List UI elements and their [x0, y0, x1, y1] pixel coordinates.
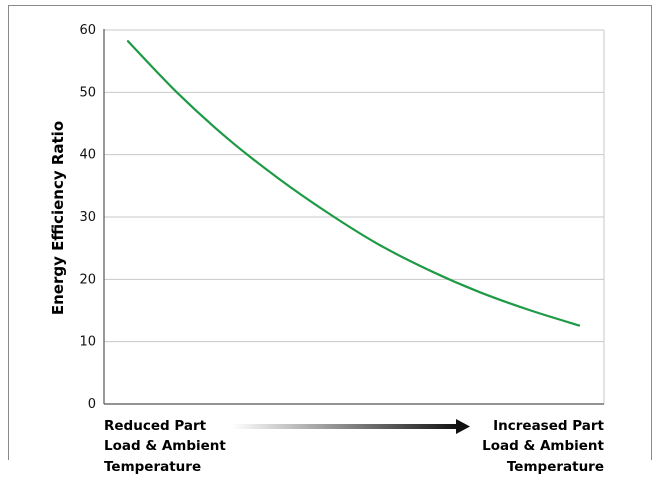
- chart-frame: [8, 5, 652, 460]
- y-tick-label-50: 50: [79, 85, 96, 100]
- series-line-0: [126, 40, 581, 327]
- y-tick-labels: 0 10 20 30 40 50 60: [79, 23, 96, 412]
- y-tick-label-20: 20: [79, 272, 96, 287]
- right-note-line-2: Load & Ambient: [482, 438, 604, 454]
- y-tick-label-10: 10: [79, 335, 96, 350]
- gridlines: [104, 29, 605, 404]
- right-note-line-3: Temperature: [507, 459, 604, 475]
- right-note-line-1: Increased Part: [493, 418, 604, 434]
- y-tick-label-0: 0: [88, 397, 96, 412]
- left-note-line-2: Load & Ambient: [104, 438, 226, 454]
- axes: [103, 29, 604, 405]
- y-tick-label-60: 60: [79, 23, 96, 38]
- x-direction-annotation: Reduced Part Load & Ambient Temperature …: [104, 418, 605, 475]
- left-note-line-1: Reduced Part: [104, 418, 207, 434]
- direction-arrow-shaft: [232, 424, 458, 429]
- direction-arrow-head: [456, 419, 470, 434]
- left-note-line-3: Temperature: [104, 459, 201, 475]
- y-axis-label: Energy Efficiency Ratio: [49, 121, 67, 315]
- series-layer: [126, 40, 581, 327]
- y-tick-label-40: 40: [79, 148, 96, 163]
- y-tick-label-30: 30: [79, 210, 96, 225]
